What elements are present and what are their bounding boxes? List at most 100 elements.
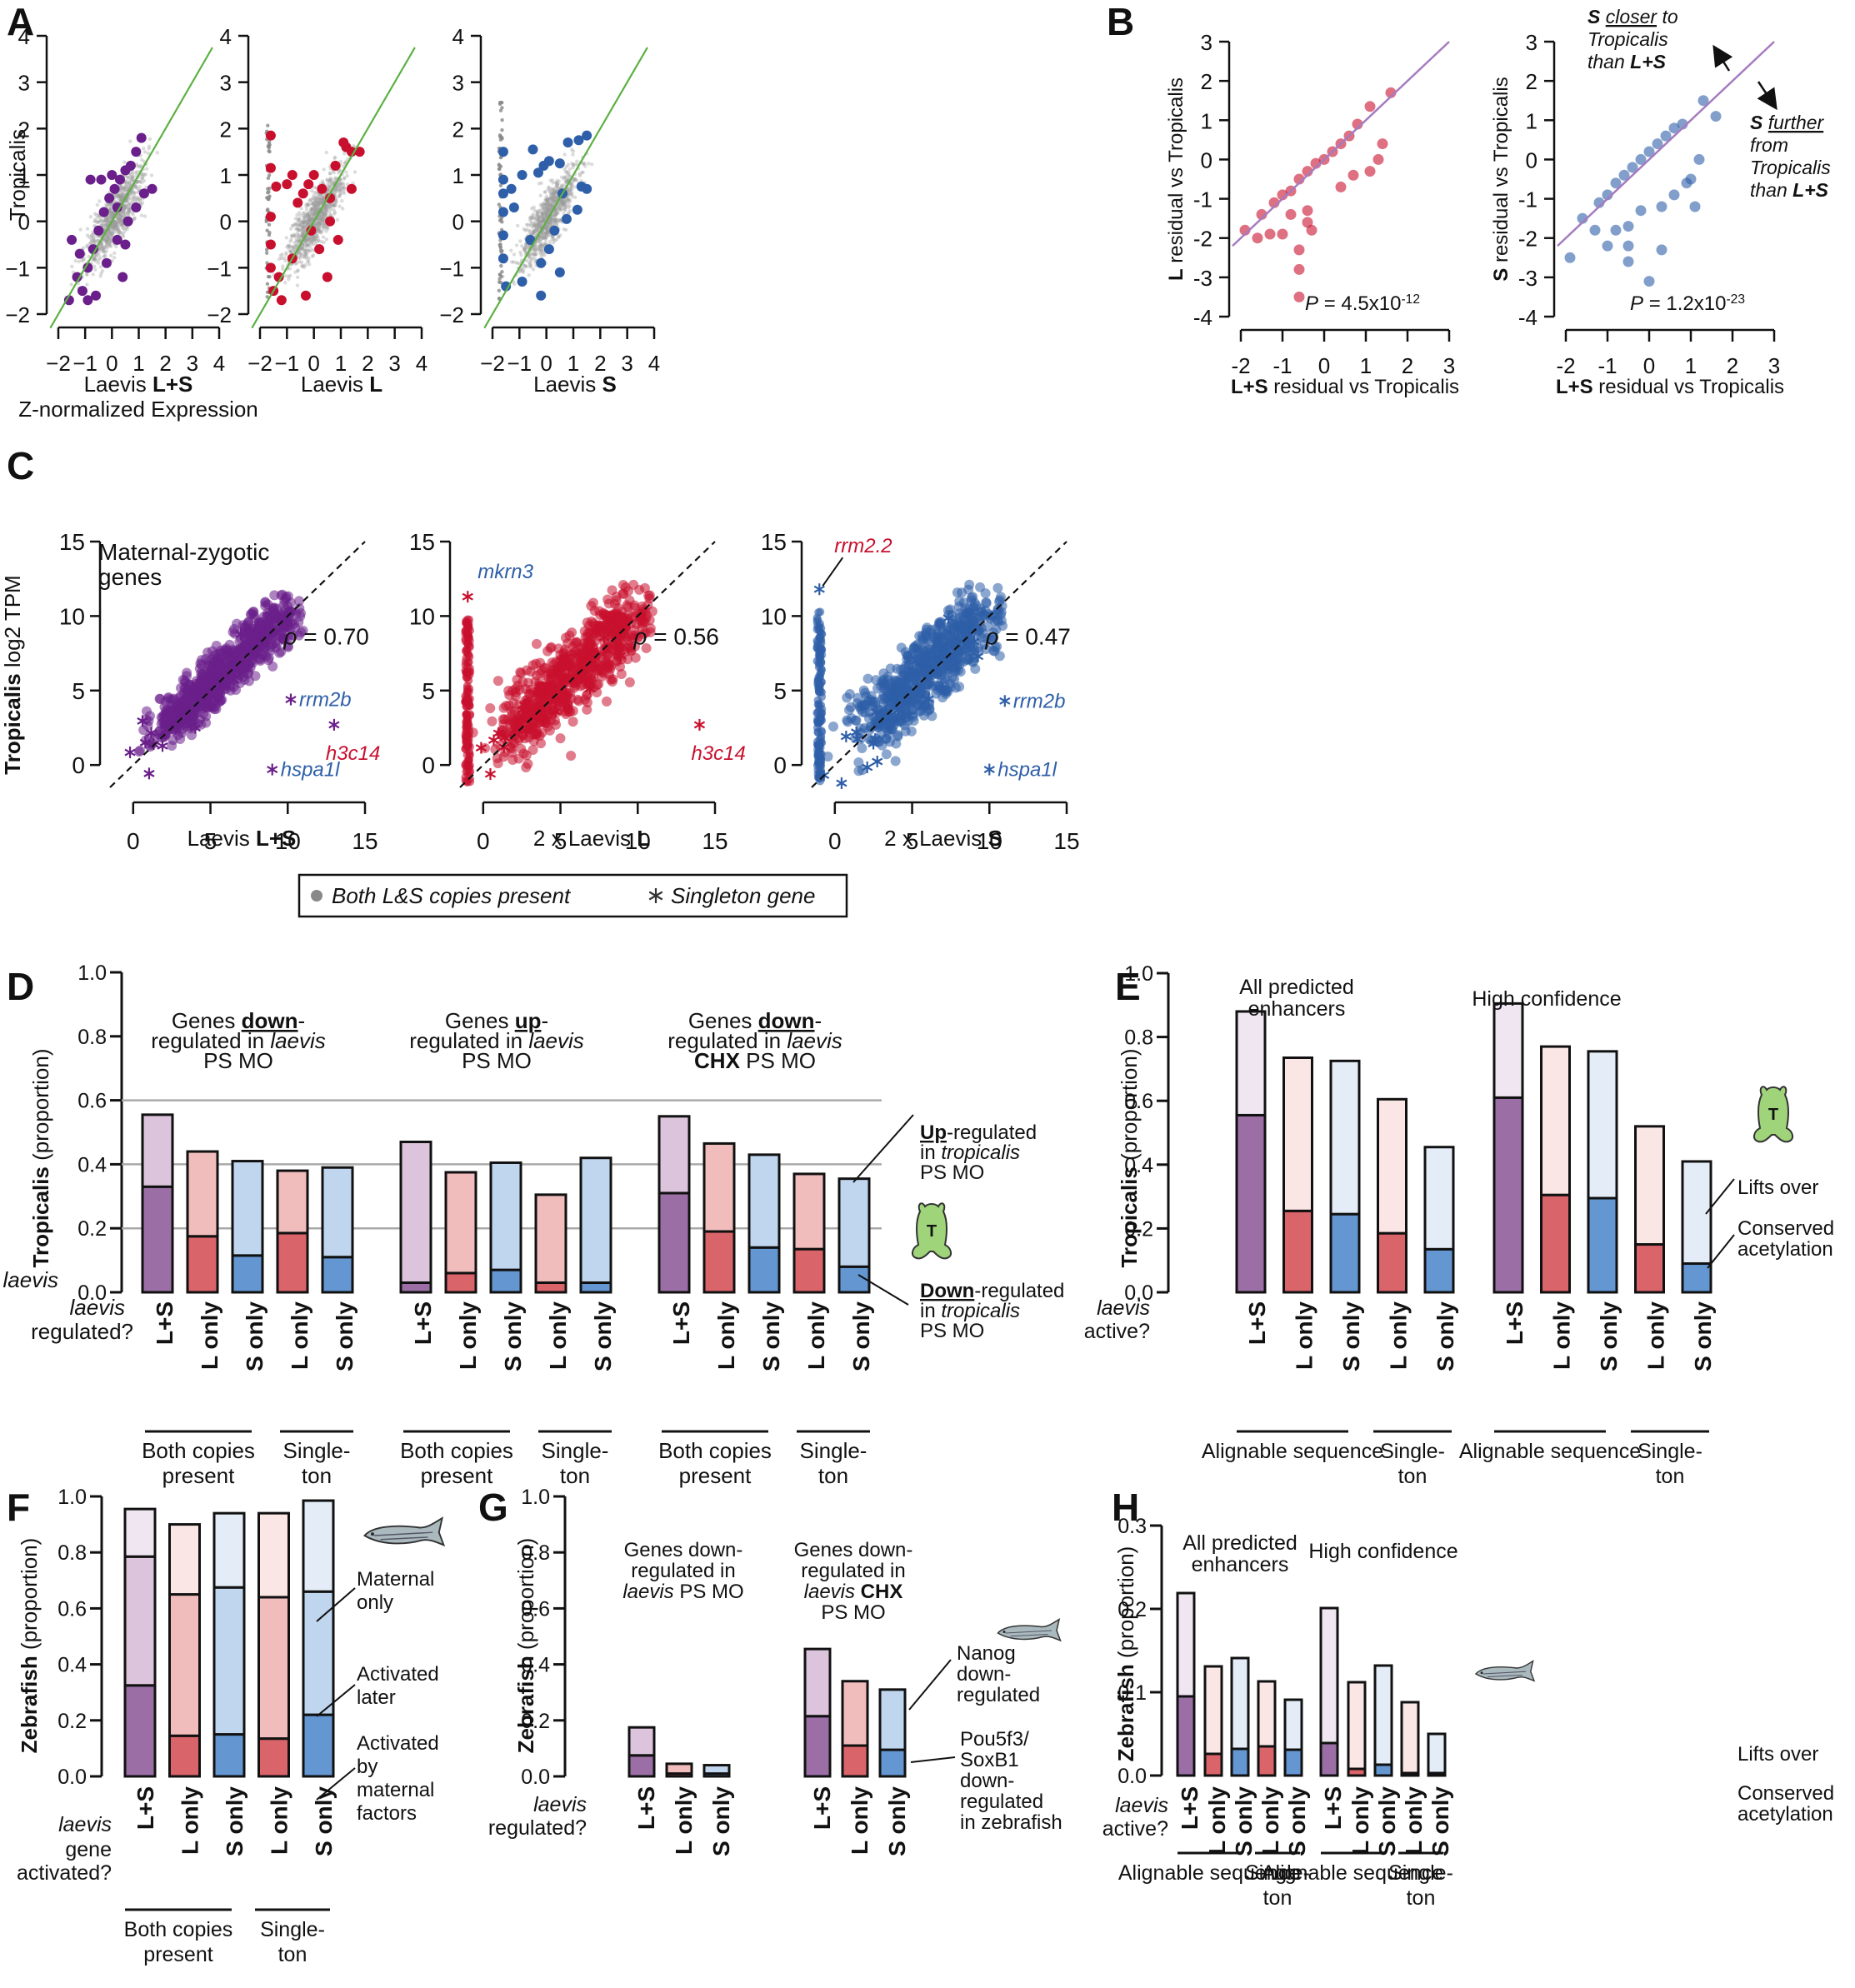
data-point	[118, 200, 122, 204]
data-point	[288, 273, 292, 278]
highlight-point	[1622, 256, 1634, 267]
data-point	[104, 243, 109, 247]
panel-letter-a: A	[7, 0, 34, 43]
y-tick-label: 15	[409, 529, 435, 555]
data-point	[128, 207, 132, 212]
data-point	[134, 170, 139, 174]
data-point	[135, 195, 139, 200]
highlight-point	[125, 160, 136, 171]
data-point	[284, 252, 288, 257]
data-point	[322, 167, 326, 172]
label-part: S	[1490, 268, 1512, 282]
data-point	[145, 167, 149, 171]
data-point	[92, 237, 97, 242]
annotation-further: than L+S	[1750, 179, 1829, 201]
x-tick-label: 0	[127, 828, 140, 854]
highlight-point	[1710, 111, 1722, 122]
data-point	[105, 223, 109, 227]
data-point	[118, 195, 122, 199]
data-point	[112, 225, 118, 229]
data-point	[95, 239, 99, 243]
y-tick-label: 10	[59, 603, 85, 629]
data-point	[105, 238, 109, 242]
data-point	[104, 239, 108, 244]
data-point	[267, 222, 272, 227]
label-part: ρ	[282, 623, 297, 649]
data-point	[264, 251, 269, 255]
gene-label-rrm2b: rrm2b	[299, 689, 352, 712]
data-point	[462, 723, 472, 732]
data-point	[138, 179, 142, 184]
data-point	[94, 219, 98, 223]
data-point	[522, 677, 533, 688]
data-point	[138, 184, 142, 189]
y-tick-label: 1	[220, 163, 232, 188]
x-tick-label: 15	[702, 828, 728, 854]
data-point	[117, 228, 122, 233]
highlight-point	[98, 207, 109, 217]
label-part: L+S	[1231, 376, 1268, 398]
data-point	[112, 230, 117, 234]
label-part: L+S	[152, 372, 192, 397]
data-point	[114, 228, 118, 233]
highlight-point	[1293, 291, 1305, 302]
data-point	[91, 237, 96, 242]
data-point	[308, 249, 312, 253]
data-point	[105, 217, 110, 222]
data-point	[307, 221, 311, 225]
data-point	[116, 194, 121, 199]
data-point	[108, 231, 112, 235]
label-part: = 0.70	[297, 623, 368, 649]
data-point	[109, 211, 113, 216]
label-part: residual vs Tropicalis	[1268, 376, 1459, 398]
x-tick-label: -1	[1598, 353, 1617, 378]
x-tick-label: 3	[1443, 353, 1455, 378]
data-point	[121, 210, 125, 214]
label-part: than	[1750, 179, 1792, 201]
y-tick-label: −2	[439, 302, 464, 327]
data-point	[136, 179, 140, 184]
data-point	[109, 215, 113, 220]
data-point	[141, 146, 146, 151]
data-point	[560, 175, 564, 179]
data-point	[318, 222, 322, 227]
data-point	[123, 188, 128, 193]
data-point	[113, 220, 118, 225]
data-point	[516, 223, 520, 228]
data-point	[316, 204, 321, 208]
data-point	[287, 277, 291, 282]
data-point	[112, 223, 117, 227]
data-point	[180, 677, 191, 688]
data-point	[112, 224, 118, 228]
data-point	[514, 243, 519, 247]
x-tick-label: −2	[480, 351, 505, 376]
highlight-point	[1602, 240, 1613, 252]
data-point	[119, 213, 123, 218]
highlight-point	[118, 272, 128, 282]
data-point	[201, 711, 212, 722]
data-point	[547, 185, 551, 189]
data-point	[284, 251, 288, 255]
y-tick-label: -2	[1518, 227, 1538, 252]
panel-letter-b: B	[1107, 0, 1134, 43]
data-point	[305, 237, 309, 242]
y-tick-label: 0	[1526, 147, 1538, 172]
data-point	[126, 196, 130, 200]
data-point	[295, 283, 300, 287]
highlight-point	[112, 234, 122, 245]
data-point	[70, 264, 74, 269]
data-point	[110, 213, 114, 217]
data-point	[117, 193, 122, 198]
data-point	[325, 178, 330, 182]
label-part: Laevis	[84, 372, 152, 397]
data-point	[105, 239, 109, 243]
data-point	[114, 222, 119, 227]
data-point	[118, 217, 122, 222]
label-part: S	[1588, 6, 1601, 27]
data-point	[113, 224, 118, 229]
highlight-point	[543, 244, 554, 255]
data-point	[133, 185, 138, 189]
data-point	[564, 165, 568, 169]
data-point	[89, 239, 94, 243]
